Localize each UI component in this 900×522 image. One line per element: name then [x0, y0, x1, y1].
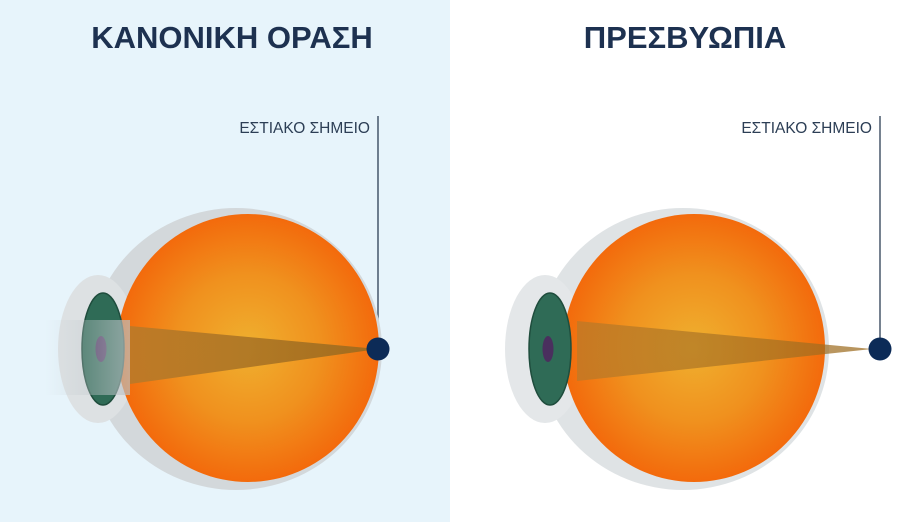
- incoming-light: [45, 320, 130, 395]
- focal-point: [868, 337, 892, 361]
- eye-illustration: [505, 208, 892, 490]
- panel-title: ΚΑΝΟΝΙΚΗ ΟΡΑΣΗ: [91, 20, 373, 55]
- focal-point: [366, 337, 390, 361]
- presbyopia-panel: ΠΡΕΣΒΥΩΠΙΑ ΕΣΤΙΑΚΟ ΣΗΜΕΙΟ: [505, 20, 892, 490]
- pupil: [542, 336, 554, 362]
- eye-illustration: [45, 208, 390, 490]
- light-beam: [130, 326, 378, 384]
- light-beam: [577, 321, 872, 381]
- normal-vision-panel: ΚΑΝΟΝΙΚΗ ΟΡΑΣΗ ΕΣΤΙΑΚΟ ΣΗΜΕΙΟ: [0, 0, 450, 522]
- focal-point-label: ΕΣΤΙΑΚΟ ΣΗΜΕΙΟ: [239, 120, 370, 137]
- focal-point-label: ΕΣΤΙΑΚΟ ΣΗΜΕΙΟ: [741, 120, 872, 137]
- panel-title: ΠΡΕΣΒΥΩΠΙΑ: [584, 20, 786, 55]
